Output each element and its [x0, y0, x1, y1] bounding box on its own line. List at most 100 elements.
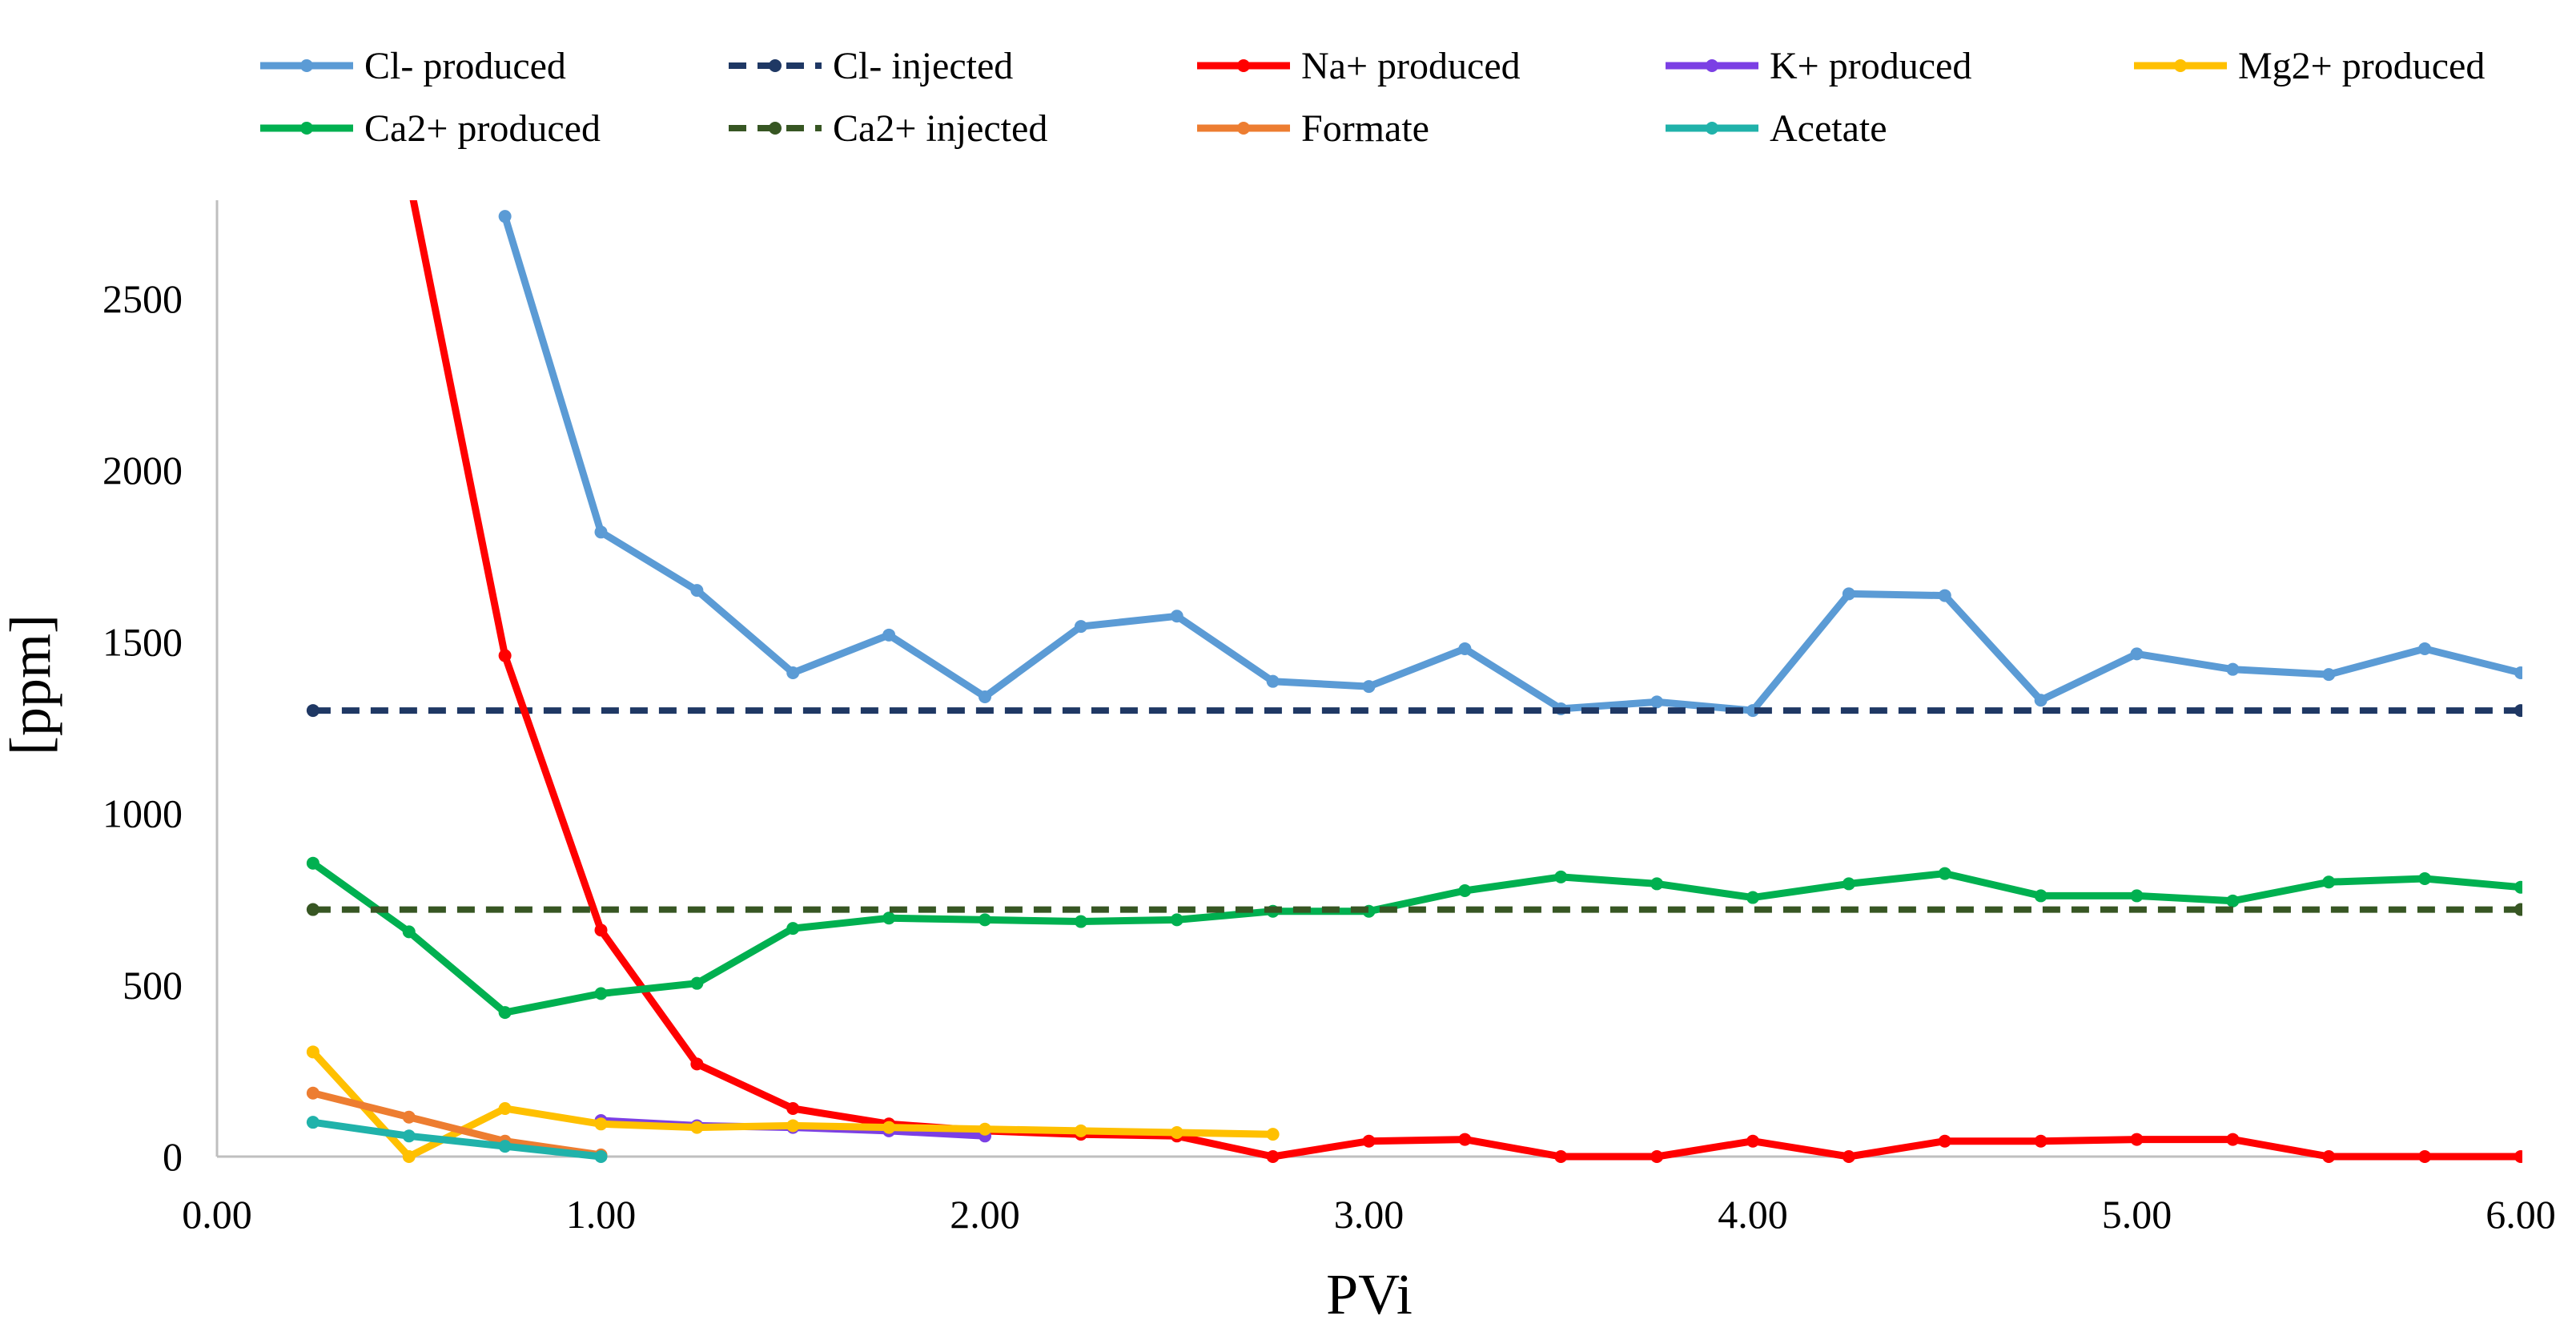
legend-marker — [300, 59, 313, 72]
series-ca2-produced — [306, 856, 2522, 1020]
y-tick-label: 1000 — [102, 791, 183, 836]
data-point — [2226, 662, 2240, 676]
data-point — [594, 1150, 608, 1163]
x-tick-label: 6.00 — [2486, 1192, 2556, 1237]
data-point — [2514, 704, 2522, 718]
x-axis: 0.00 1.00 2.00 3.00 4.00 5.00 6.00 — [182, 1155, 2556, 1237]
data-point — [2418, 1150, 2432, 1163]
series-line-formate — [309, 1089, 605, 1159]
data-point — [306, 704, 319, 718]
legend-item-formate: Formate — [1197, 107, 1429, 150]
data-point — [786, 666, 800, 679]
x-tick-label: 1.00 — [566, 1192, 637, 1237]
legend-label: Ca2+ injected — [833, 107, 1047, 150]
series-line-acetate — [309, 1118, 605, 1161]
data-point — [1650, 877, 1664, 891]
legend-item-acetate: Acetate — [1666, 107, 1887, 150]
x-tick-label: 2.00 — [950, 1192, 1020, 1237]
data-point — [1170, 913, 1184, 927]
data-point — [306, 1045, 319, 1059]
legend-label: Cl- injected — [833, 45, 1013, 87]
series-line-ca2-produced — [309, 859, 2522, 1016]
plot-area — [306, 172, 2522, 1163]
y-tick-label: 1500 — [102, 619, 183, 664]
legend: Cl- produced Cl- injected Na+ produced K+ p… — [260, 45, 2485, 150]
data-point — [2226, 894, 2240, 907]
data-point — [1842, 877, 1855, 891]
data-point — [979, 1122, 991, 1136]
legend-label: Cl- produced — [364, 45, 566, 87]
data-point — [2130, 1133, 2144, 1146]
data-point — [1842, 587, 1855, 601]
series-acetate — [306, 1116, 608, 1163]
data-point — [1074, 1124, 1087, 1137]
data-point — [594, 987, 608, 1000]
data-point — [403, 172, 416, 185]
data-point — [1458, 642, 1472, 655]
y-axis: 0 500 1000 1500 2000 2500 — [102, 200, 219, 1179]
legend-item-mg2-produced: Mg2+ produced — [2134, 45, 2485, 87]
data-point — [786, 1119, 800, 1133]
y-tick-label: 2500 — [102, 276, 183, 321]
data-point — [690, 976, 704, 990]
legend-marker — [1237, 59, 1250, 72]
data-point — [498, 210, 512, 223]
legend-marker — [1706, 122, 1718, 135]
data-point — [2418, 871, 2432, 885]
data-point — [2322, 875, 2336, 889]
legend-label: Na+ produced — [1301, 45, 1521, 87]
data-point — [1074, 915, 1087, 928]
data-point — [1266, 674, 1280, 688]
legend-label: Mg2+ produced — [2238, 45, 2485, 87]
series-ca2-injected — [306, 903, 2522, 916]
data-point — [1938, 867, 1951, 880]
data-point — [1266, 1128, 1280, 1141]
data-point — [1746, 1134, 1759, 1148]
x-tick-label: 3.00 — [1334, 1192, 1405, 1237]
data-point — [2130, 647, 2144, 661]
series-cl-injected — [306, 704, 2522, 718]
data-point — [1362, 1134, 1376, 1148]
data-point — [1650, 695, 1664, 709]
legend-marker — [300, 122, 313, 135]
data-point — [402, 1150, 416, 1163]
legend-label: Acetate — [1770, 107, 1887, 150]
series-mg2-produced — [306, 1045, 1280, 1163]
data-point — [498, 1102, 512, 1116]
data-point — [1746, 891, 1759, 904]
data-point — [1458, 1133, 1472, 1146]
data-point — [979, 913, 991, 927]
y-axis-title: [ppm] — [0, 614, 62, 755]
data-point — [1266, 1150, 1280, 1163]
data-point — [2514, 880, 2522, 894]
legend-item-cl-injected: Cl- injected — [729, 45, 1013, 87]
data-point — [882, 911, 896, 925]
x-tick-label: 5.00 — [2102, 1192, 2172, 1237]
legend-marker — [2174, 59, 2187, 72]
legend-item-na-produced: Na+ produced — [1197, 45, 1521, 87]
data-point — [1650, 1150, 1664, 1163]
data-point — [2514, 666, 2522, 679]
x-tick-label: 0.00 — [182, 1192, 252, 1237]
data-point — [1458, 883, 1472, 897]
legend-label: K+ produced — [1770, 45, 1971, 87]
data-point — [498, 649, 512, 662]
y-tick-label: 500 — [123, 963, 183, 1008]
data-point — [498, 1006, 512, 1020]
data-point — [2034, 1134, 2048, 1148]
data-point — [786, 1102, 800, 1116]
data-point — [2034, 889, 2048, 903]
data-point — [2322, 668, 2336, 682]
legend-marker — [1706, 59, 1718, 72]
data-point — [402, 1129, 416, 1143]
data-point — [402, 925, 416, 939]
data-point — [1074, 620, 1087, 634]
legend-item-k-produced: K+ produced — [1666, 45, 1971, 87]
data-point — [2418, 642, 2432, 655]
data-point — [882, 628, 896, 642]
legend-item-ca2-injected: Ca2+ injected — [729, 107, 1047, 150]
legend-marker — [1237, 122, 1250, 135]
data-point — [979, 690, 991, 703]
data-point — [498, 1140, 512, 1153]
data-point — [2514, 1150, 2522, 1163]
